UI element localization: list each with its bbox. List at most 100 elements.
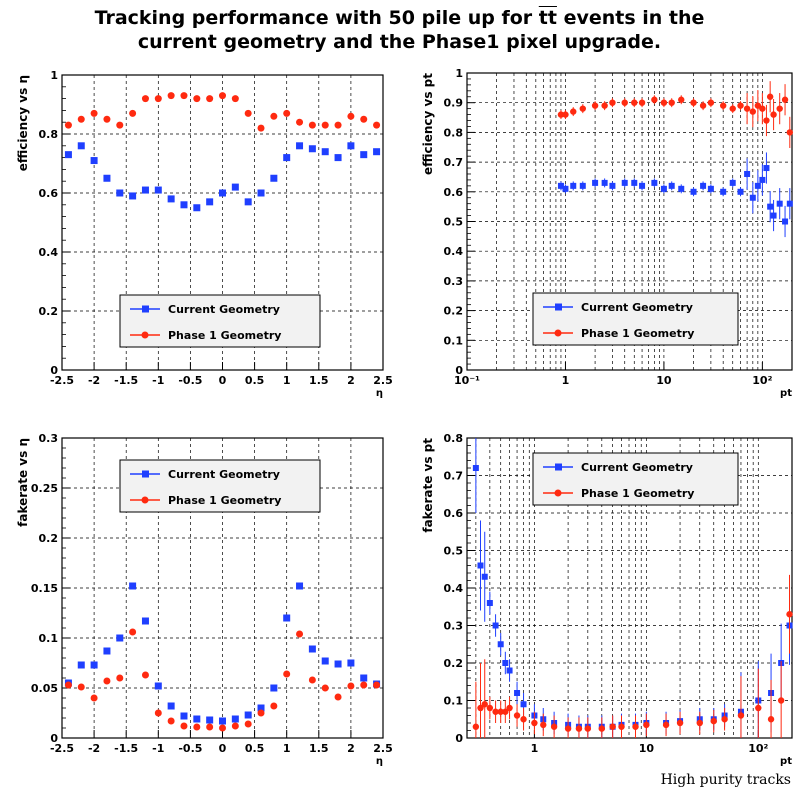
data-point-phase1 bbox=[492, 708, 499, 715]
data-point-current bbox=[116, 634, 124, 642]
data-point-phase1 bbox=[776, 105, 783, 112]
data-point-current bbox=[154, 682, 162, 690]
data-point-current bbox=[506, 667, 513, 674]
x-tick-label: 10² bbox=[752, 374, 772, 387]
y-tick-label: 0.4 bbox=[444, 245, 464, 258]
data-point-phase1 bbox=[749, 108, 757, 115]
data-point-phase1 bbox=[154, 95, 162, 103]
data-point-current bbox=[472, 465, 479, 471]
y-axis-title: fakerate vs pt bbox=[421, 438, 435, 533]
data-point-current bbox=[360, 151, 368, 159]
data-point-current bbox=[592, 179, 599, 186]
data-point-current bbox=[116, 189, 124, 197]
x-tick-label: 1 bbox=[283, 742, 291, 755]
data-point-current bbox=[154, 186, 162, 194]
x-tick-label: -1.5 bbox=[114, 374, 138, 387]
x-tick-label: 1 bbox=[531, 742, 539, 755]
data-point-phase1 bbox=[562, 111, 569, 118]
data-point-phase1 bbox=[257, 124, 265, 132]
data-point-phase1 bbox=[531, 719, 538, 727]
data-point-phase1 bbox=[219, 92, 226, 100]
data-point-phase1 bbox=[373, 121, 381, 129]
title-line-1-start: Tracking performance with 50 pile up for bbox=[94, 7, 539, 29]
x-axis-title: η bbox=[376, 388, 383, 399]
data-point-phase1 bbox=[710, 717, 717, 725]
data-point-current bbox=[141, 617, 149, 625]
y-tick-label: 0.4 bbox=[39, 246, 59, 259]
data-point-phase1 bbox=[557, 111, 565, 118]
data-point-phase1 bbox=[103, 115, 111, 123]
data-point-current bbox=[257, 704, 265, 712]
y-tick-label: 0.2 bbox=[444, 657, 464, 670]
data-point-current bbox=[90, 661, 98, 669]
data-point-current bbox=[754, 182, 761, 189]
data-point-phase1 bbox=[77, 683, 85, 691]
y-tick-label: 0.05 bbox=[31, 682, 58, 695]
data-point-current bbox=[786, 200, 793, 207]
data-point-phase1 bbox=[193, 723, 201, 731]
y-tick-label: 0 bbox=[50, 732, 58, 745]
x-tick-label: -2 bbox=[88, 374, 100, 387]
legend-box bbox=[532, 292, 739, 346]
data-point-current bbox=[763, 165, 770, 172]
data-point-current bbox=[776, 200, 783, 207]
data-point-current bbox=[206, 198, 214, 206]
data-point-phase1 bbox=[699, 102, 707, 109]
data-point-phase1 bbox=[347, 112, 355, 120]
data-point-current bbox=[321, 148, 329, 156]
data-point-phase1 bbox=[270, 702, 278, 710]
x-tick-label: 1 bbox=[562, 374, 570, 387]
y-tick-label: 0.2 bbox=[39, 532, 59, 545]
y-tick-label: 0.9 bbox=[444, 97, 464, 110]
y-tick-label: 0 bbox=[455, 364, 463, 377]
data-point-current bbox=[296, 582, 304, 590]
y-tick-label: 0.6 bbox=[444, 507, 464, 520]
data-point-current bbox=[767, 203, 774, 210]
data-point-current bbox=[690, 188, 697, 195]
x-tick-label: 2.5 bbox=[373, 374, 393, 387]
data-point-phase1 bbox=[660, 99, 668, 106]
data-point-current bbox=[373, 148, 381, 156]
y-tick-label: 0.2 bbox=[39, 305, 59, 318]
legend-box bbox=[119, 294, 321, 348]
data-point-phase1 bbox=[759, 105, 766, 112]
data-point-current bbox=[621, 179, 628, 186]
data-point-phase1 bbox=[621, 99, 628, 106]
x-tick-label: -0.5 bbox=[178, 374, 202, 387]
data-point-current bbox=[180, 201, 188, 209]
data-point-phase1 bbox=[763, 117, 770, 124]
data-point-current bbox=[601, 179, 608, 186]
data-point-phase1 bbox=[719, 102, 727, 109]
data-point-phase1 bbox=[678, 96, 685, 103]
y-tick-label: 0.1 bbox=[39, 632, 59, 645]
y-tick-label: 0.3 bbox=[444, 275, 464, 288]
data-point-phase1 bbox=[141, 95, 149, 103]
title-line-2: current geometry and the Phase1 pixel up… bbox=[137, 31, 662, 53]
data-point-current bbox=[700, 182, 707, 189]
data-point-current bbox=[231, 183, 239, 191]
data-point-phase1 bbox=[321, 684, 329, 692]
data-point-phase1 bbox=[662, 721, 670, 729]
data-point-current bbox=[283, 154, 291, 162]
data-point-current bbox=[270, 684, 278, 692]
y-tick-label: 0.7 bbox=[444, 470, 464, 483]
legend-label: Current Geometry bbox=[581, 461, 693, 474]
data-point-current bbox=[206, 716, 214, 724]
data-point-current bbox=[492, 622, 499, 629]
data-point-phase1 bbox=[64, 121, 72, 129]
x-tick-label: 1.5 bbox=[309, 742, 329, 755]
x-tick-label: -2 bbox=[88, 742, 100, 755]
footnote: High purity tracks bbox=[660, 772, 791, 788]
y-tick-label: 0.8 bbox=[444, 126, 464, 139]
title-line-1-end: events in the bbox=[556, 7, 705, 29]
data-point-current bbox=[64, 151, 72, 159]
x-tick-label: 10⁻¹ bbox=[454, 374, 480, 387]
data-point-phase1 bbox=[767, 716, 775, 723]
legend-label: Phase 1 Geometry bbox=[168, 329, 281, 342]
data-point-phase1 bbox=[373, 681, 381, 689]
data-point-phase1 bbox=[472, 723, 480, 730]
data-point-current bbox=[660, 185, 667, 192]
data-point-phase1 bbox=[631, 99, 638, 106]
data-point-phase1 bbox=[308, 676, 316, 684]
legend-label: Current Geometry bbox=[581, 301, 693, 314]
